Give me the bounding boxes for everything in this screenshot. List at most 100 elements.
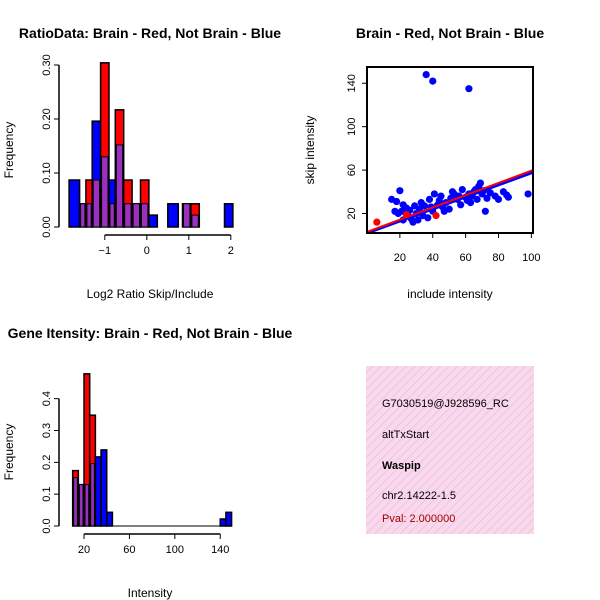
scatter-x-tick-label: 40 [427, 252, 439, 264]
ratio-hist-bar-not-brain [68, 179, 81, 228]
scatter-x-tick-label: 80 [492, 252, 504, 264]
ratio-hist-y-tick-label: 0.00 [41, 216, 53, 237]
info-box [366, 366, 534, 534]
scatter-y-tick-label: 140 [346, 74, 358, 92]
ratio-hist-bar-overlap [191, 214, 199, 228]
scatter-point-not-brain [424, 214, 432, 222]
ratio-hist-bar-not-brain [223, 203, 234, 228]
scatter-xlabel: include intensity [407, 287, 492, 301]
ratio-hist-y-tick-label: 0.20 [41, 108, 53, 129]
scatter-point-not-brain [481, 207, 489, 215]
scatter-plot-area [367, 70, 533, 233]
scatter-point-not-brain [494, 195, 503, 203]
intensity-hist-y-tick-label: 0.3 [41, 423, 53, 438]
scatter-frame [366, 66, 534, 234]
intensity-hist-bar-overlap [78, 484, 84, 527]
ratio-hist-bar-overlap [92, 179, 101, 228]
ratio-hist-bar-overlap [115, 144, 124, 228]
ratio-hist-axes: 0.00 0.10 0.20 0.30 −1 0 1 2 [41, 54, 234, 257]
scatter-point-not-brain [430, 190, 438, 198]
info-pval: Pval: 2.000000 [382, 513, 455, 525]
ratio-hist-y-tick-label: 0.30 [41, 54, 53, 75]
scatter-point-not-brain [429, 77, 437, 85]
scatter-point-not-brain [476, 179, 485, 187]
scatter-fit-line-brain [367, 169, 533, 233]
scatter-x-tick-label: 60 [459, 252, 471, 264]
intensity-hist-bar-not-brain [94, 456, 102, 527]
scatter-point-not-brain [411, 202, 419, 210]
ratio-hist-bar-overlap [109, 203, 115, 228]
scatter-y-tick-label: 20 [346, 207, 358, 219]
scatter-point-not-brain [504, 193, 512, 201]
intensity-hist-y-tick-label: 0.1 [41, 487, 53, 502]
ratio-hist-bar-overlap [141, 203, 149, 228]
scatter-point-not-brain [414, 216, 422, 224]
intensity-hist-axes: 0.0 0.1 0.2 0.3 0.4 20 60 100 140 [41, 391, 229, 556]
scatter-title: Brain - Red, Not Brain - Blue [356, 25, 544, 41]
intensity-hist-bar-not-brain [225, 511, 233, 527]
intensity-hist-x-tick-label: 20 [78, 544, 90, 556]
intensity-hist-ylabel: Frequency [2, 424, 16, 481]
intensity-hist-bar-overlap [73, 477, 78, 527]
scatter-x-tick-label: 20 [394, 252, 406, 264]
intensity-hist-bars [71, 373, 233, 527]
intensity-hist-xlabel: Intensity [128, 586, 173, 600]
scatter-point-not-brain [524, 190, 532, 198]
scatter-point-not-brain [392, 197, 401, 206]
intensity-hist-x-tick-label: 100 [166, 544, 184, 556]
ratio-hist-title: RatioData: Brain - Red, Not Brain - Blue [19, 25, 281, 41]
scatter-point-not-brain [422, 70, 430, 79]
info-location: chr2.14222-1.5 [382, 490, 456, 502]
ratio-hist-xlabel: Log2 Ratio Skip/Include [87, 287, 214, 301]
intensity-hist-x-tick-label: 140 [211, 544, 229, 556]
intensity-histogram-panel: Gene Itensity: Brain - Red, Not Brain - … [2, 325, 293, 600]
scatter-panel: Brain - Red, Not Brain - Blue 20 40 60 80 10… [303, 25, 544, 301]
ratio-hist-bar-not-brain [167, 203, 180, 228]
ratio-hist-bar-overlap [132, 203, 141, 228]
scatter-point-not-brain [420, 202, 429, 210]
ratio-hist-x-tick-label: −1 [99, 245, 112, 257]
scatter-x-tick-label: 100 [522, 252, 540, 264]
scatter-point-not-brain [473, 195, 481, 203]
scatter-point-not-brain [457, 201, 465, 209]
intensity-hist-y-tick-label: 0.4 [41, 391, 53, 406]
scatter-point-not-brain [463, 196, 471, 205]
ratio-hist-x-tick-label: 2 [228, 245, 234, 257]
scatter-point-not-brain [465, 85, 473, 93]
info-probe-id: G7030519@J928596_RC [382, 398, 509, 410]
scatter-axes: 20 40 60 80 100 20 60 100 140 [346, 66, 541, 264]
scatter-point-not-brain [445, 205, 453, 213]
scatter-point-brain [402, 210, 411, 219]
scatter-point-brain [373, 218, 381, 226]
scatter-y-tick-label: 60 [346, 164, 358, 176]
scatter-point-not-brain [396, 187, 404, 195]
intensity-hist-title: Gene Itensity: Brain - Red, Not Brain - … [8, 325, 293, 341]
ratio-hist-bar-overlap [183, 203, 191, 228]
ratio-hist-y-tick-label: 0.10 [41, 162, 53, 183]
scatter-fit-line-not-brain [367, 170, 533, 233]
intensity-hist-y-tick-label: 0.0 [41, 518, 53, 533]
info-event-type: altTxStart [382, 429, 429, 441]
intensity-hist-bar-not-brain [100, 449, 108, 527]
ratio-hist-bars [68, 62, 234, 228]
intensity-hist-bar-overlap [84, 484, 90, 527]
scatter-y-tick-label: 100 [346, 117, 358, 135]
scatter-points [367, 70, 533, 233]
ratio-hist-bar-overlap [80, 203, 86, 228]
intensity-hist-bar-not-brain [105, 511, 114, 527]
scatter-point-not-brain [458, 186, 466, 194]
ratio-hist-x-tick-label: 1 [186, 245, 192, 257]
scatter-point-not-brain [425, 195, 434, 203]
scatter-point-not-brain [483, 194, 491, 202]
ratio-hist-x-tick-label: 0 [144, 245, 150, 257]
scatter-ylabel: skip intensity [303, 116, 317, 185]
info-panel: G7030519@J928596_RC altTxStart Waspip ch… [366, 366, 534, 534]
ratio-hist-bar-not-brain [148, 214, 159, 228]
ratio-hist-bar-overlap [86, 203, 92, 228]
ratio-histogram-panel: RatioData: Brain - Red, Not Brain - Blue… [2, 25, 281, 301]
ratio-hist-ylabel: Frequency [2, 122, 16, 179]
info-gene-name: Waspip [382, 460, 421, 472]
ratio-hist-bar-overlap [124, 203, 132, 228]
ratio-hist-bar-overlap [101, 156, 109, 228]
